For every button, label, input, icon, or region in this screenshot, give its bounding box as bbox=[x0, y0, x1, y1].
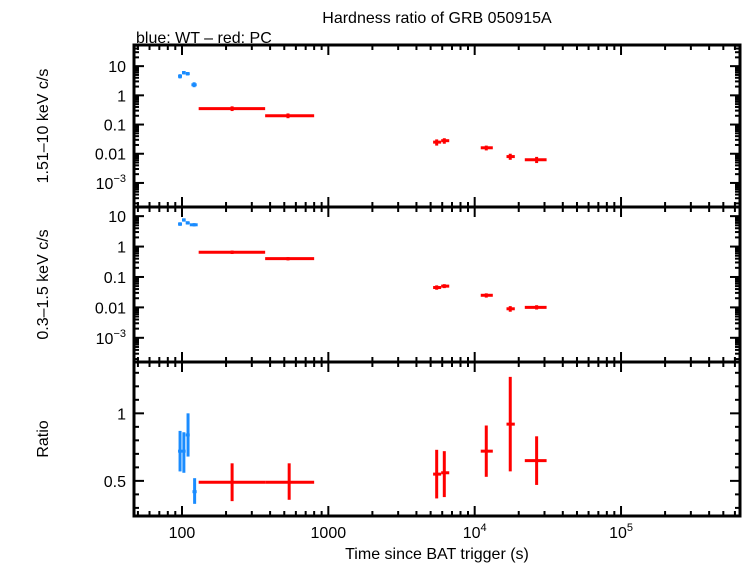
data-point-wt bbox=[185, 413, 190, 457]
y-tick-label: 1 bbox=[117, 240, 126, 257]
data-point-wt bbox=[178, 430, 182, 472]
data-point-pc bbox=[198, 106, 266, 112]
data-point-pc bbox=[433, 139, 442, 146]
y-tick-label: 0.01 bbox=[95, 147, 126, 164]
data-point-wt bbox=[178, 222, 182, 226]
data-point-wt bbox=[181, 218, 186, 222]
data-point-pc bbox=[480, 425, 493, 477]
data-point-wt bbox=[178, 74, 182, 79]
y-tick-label: 10 bbox=[108, 59, 126, 76]
x-tick-label: 100 bbox=[169, 525, 196, 542]
data-point-pc bbox=[524, 436, 547, 485]
x-axis-label: Time since BAT trigger (s) bbox=[345, 546, 529, 563]
y-tick-label: 1 bbox=[117, 406, 126, 423]
y-tick-label: 10−3 bbox=[96, 173, 126, 193]
data-point-pc bbox=[506, 306, 515, 312]
panel-frame bbox=[132, 205, 742, 364]
data-point-pc bbox=[524, 156, 547, 164]
data-point-wt bbox=[189, 223, 198, 227]
x-tick-label: 105 bbox=[609, 522, 633, 542]
data-point-wt bbox=[191, 82, 197, 88]
data-point-pc bbox=[265, 257, 315, 261]
data-point-pc bbox=[265, 113, 315, 119]
panel-frame bbox=[132, 360, 742, 518]
data-point-pc bbox=[480, 293, 493, 298]
y-tick-label: 0.1 bbox=[104, 270, 126, 287]
panel-frame bbox=[132, 43, 742, 209]
data-point-pc bbox=[198, 463, 266, 502]
data-point-pc bbox=[480, 145, 493, 151]
data-point-wt bbox=[181, 71, 186, 75]
y-tick-label: 0.01 bbox=[95, 300, 126, 317]
data-point-pc bbox=[441, 284, 450, 289]
data-point-pc bbox=[524, 305, 547, 310]
data-point-pc bbox=[198, 250, 266, 254]
data-point-pc bbox=[265, 463, 315, 500]
data-point-pc bbox=[441, 138, 450, 144]
data-point-pc bbox=[506, 376, 515, 472]
y-axis-label: 0.3–1.5 keV c/s bbox=[35, 229, 52, 339]
data-point-wt bbox=[192, 478, 197, 504]
chart-title: Hardness ratio of GRB 050915A bbox=[322, 10, 552, 27]
y-axis-label: Ratio bbox=[35, 420, 52, 457]
y-tick-label: 10 bbox=[108, 209, 126, 226]
y-tick-label: 10−3 bbox=[96, 328, 126, 348]
y-axis-label: 1.51–10 keV c/s bbox=[35, 69, 52, 184]
data-point-pc bbox=[433, 285, 442, 290]
chart-subtitle: blue: WT – red: PC bbox=[136, 30, 272, 47]
data-point-wt bbox=[185, 72, 190, 76]
data-point-pc bbox=[506, 153, 515, 160]
data-point-wt bbox=[185, 221, 190, 225]
y-tick-label: 0.1 bbox=[104, 118, 126, 135]
data-point-wt bbox=[181, 432, 186, 473]
x-tick-label: 1000 bbox=[311, 525, 347, 542]
data-point-pc bbox=[433, 449, 442, 499]
x-tick-label: 104 bbox=[463, 522, 487, 542]
y-tick-label: 0.5 bbox=[104, 474, 126, 491]
y-tick-label: 1 bbox=[117, 88, 126, 105]
data-point-pc bbox=[441, 451, 450, 498]
